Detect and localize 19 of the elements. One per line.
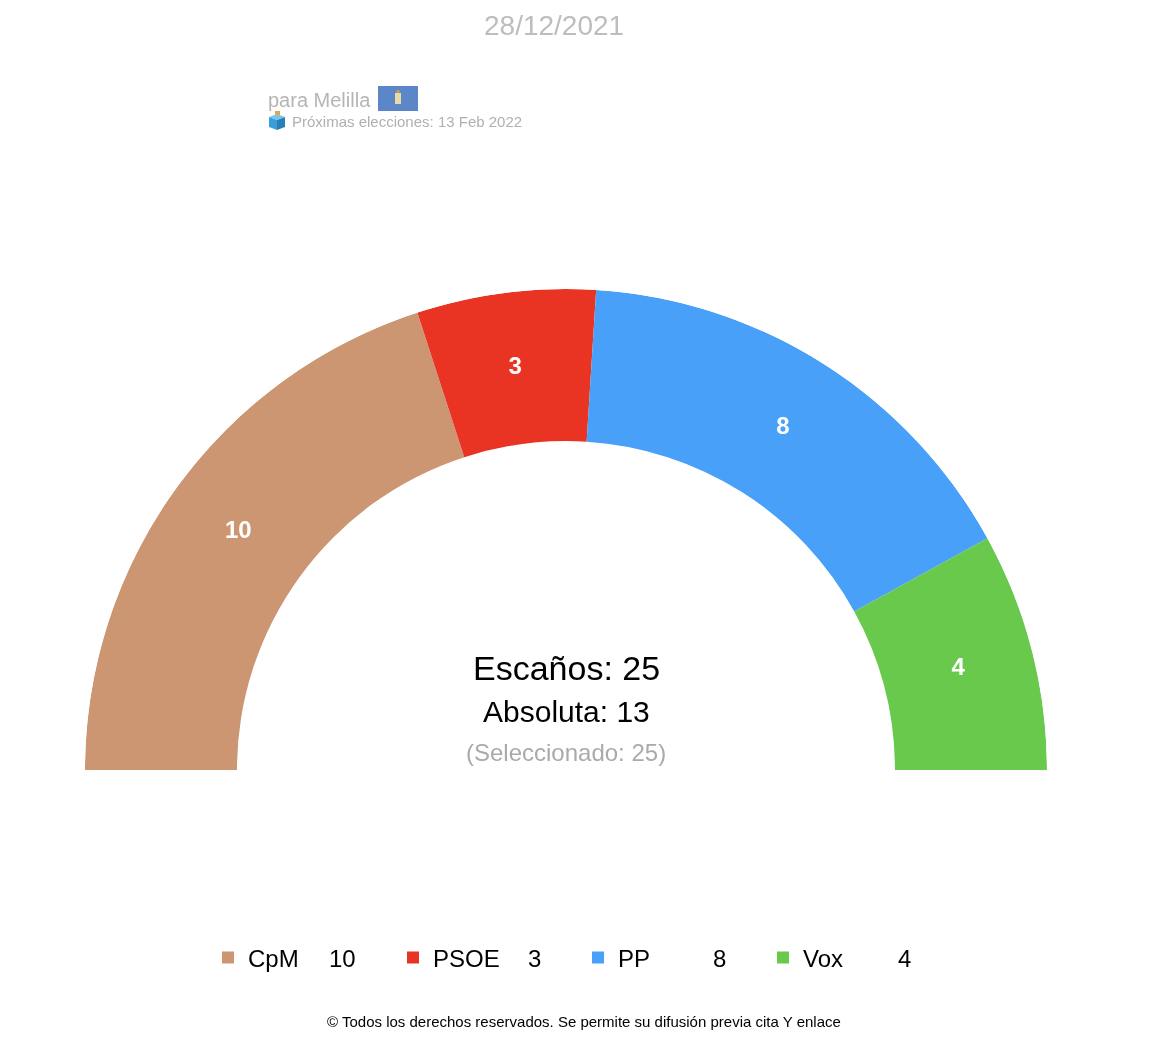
legend-label: PSOE	[433, 944, 500, 972]
data-label: 8	[776, 412, 790, 440]
data-label: 4	[951, 653, 966, 681]
text: Absoluta: 13	[483, 695, 650, 728]
data-label: 3	[508, 352, 522, 380]
text: © Todos los derechos reservados. Se permite su difusión previa cita Y enlace	[327, 1013, 841, 1030]
text: 10	[329, 945, 356, 972]
text: Escaños: 25	[473, 649, 661, 687]
chart-title: 28/12/2021	[484, 9, 625, 41]
chart-subtitle: para Melilla	[268, 89, 372, 111]
legend-label: CpM	[248, 944, 299, 972]
legend-label: Vox	[803, 944, 844, 972]
legend-label: PP	[618, 944, 651, 972]
text: (Seleccionado: 25)	[466, 739, 667, 766]
data-label: 10	[224, 515, 252, 543]
text: 3	[528, 945, 542, 972]
text: 8	[713, 945, 727, 972]
text: Próximas elecciones: 13 Feb 2022	[292, 113, 523, 130]
text: 4	[898, 945, 912, 972]
